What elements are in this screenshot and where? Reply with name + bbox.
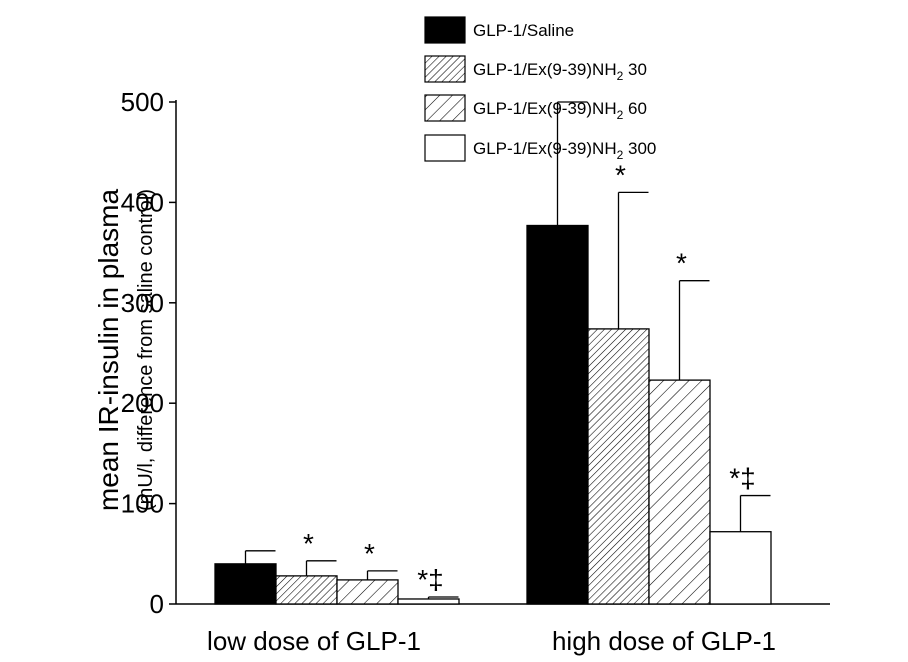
legend-subscript: 2 [617, 108, 624, 122]
significance-mark: *‡ [729, 463, 755, 494]
legend-swatch [424, 94, 466, 122]
y-tick-label: 400 [121, 187, 164, 217]
significance-mark: * [303, 528, 314, 559]
bar [587, 328, 650, 605]
bar [526, 224, 589, 605]
legend-swatch [424, 16, 466, 44]
significance-mark: * [676, 248, 687, 279]
legend-dose: 300 [623, 139, 656, 158]
category-label-high: high dose of GLP-1 [552, 626, 776, 656]
legend-dose: 60 [623, 99, 647, 118]
y-tick-label: 500 [121, 87, 164, 117]
legend-label: GLP-1/Ex(9-39)NH2 60 [473, 99, 647, 122]
significance-mark: * [364, 538, 375, 569]
legend-swatch [424, 55, 466, 83]
axes [175, 100, 830, 605]
legend-swatch [424, 134, 466, 162]
significance-annotations: * * *‡ * * *‡ [303, 159, 756, 595]
significance-mark: *‡ [417, 564, 443, 595]
legend-label: GLP-1/Ex(9-39)NH2 300 [473, 139, 656, 162]
y-axis-subtitle: (mU/l, difference from saline control) [135, 189, 157, 511]
y-tick-label: 200 [121, 388, 164, 418]
bars [214, 224, 772, 605]
bar [397, 598, 460, 605]
legend-subscript: 2 [617, 69, 624, 83]
error-bars [244, 101, 771, 599]
bar [648, 379, 711, 605]
legend-label: GLP-1/Ex(9-39)NH2 30 [473, 60, 647, 83]
y-tick-label: 100 [121, 489, 164, 519]
y-axis-title: mean IR-insulin in plasma [93, 189, 124, 512]
y-ticks: 0 100 200 300 400 500 [121, 87, 176, 619]
bar [709, 531, 772, 605]
bar [214, 563, 277, 605]
legend-dose: 30 [623, 60, 647, 79]
bar [336, 579, 399, 605]
category-label-low: low dose of GLP-1 [207, 626, 421, 656]
y-tick-label: 300 [121, 288, 164, 318]
bar [275, 575, 338, 605]
legend: GLP-1/Saline GLP-1/Ex(9-39)NH2 30 GLP-1/Ex… [424, 16, 656, 162]
significance-mark: * [615, 159, 626, 190]
legend-label: GLP-1/Saline [473, 21, 574, 40]
y-tick-label: 0 [150, 589, 164, 619]
legend-subscript: 2 [617, 148, 624, 162]
